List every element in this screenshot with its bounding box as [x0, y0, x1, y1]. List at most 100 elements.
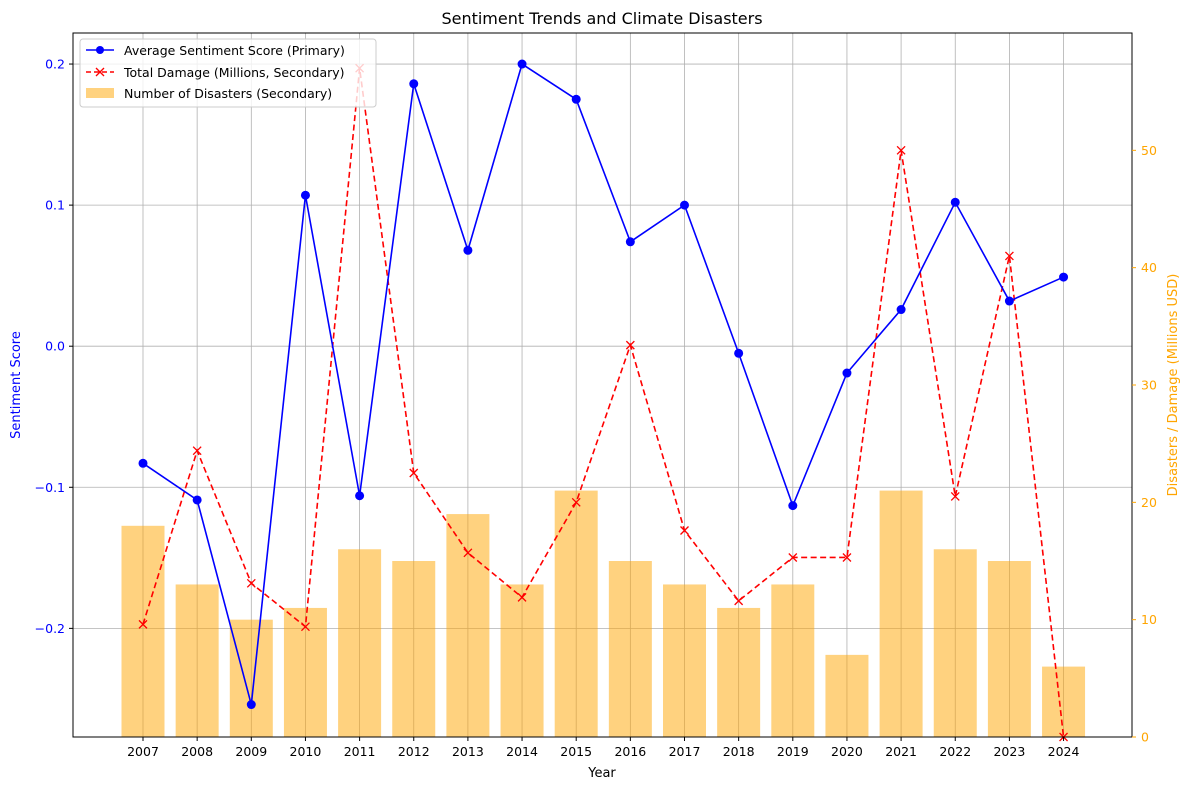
legend: Average Sentiment Score (Primary) Total … [79, 38, 377, 108]
x-tick-label: 2016 [614, 744, 646, 759]
damage-point-stroke [300, 622, 310, 632]
damage-point-stroke [896, 145, 906, 155]
x-tick-label: 2021 [885, 744, 917, 759]
damage-point [625, 340, 635, 350]
sentiment-point [517, 59, 527, 69]
sentiment-series-line [142, 62, 1064, 705]
damage-point-stroke [788, 553, 798, 562]
y2-tick-label: 30 [1141, 378, 1157, 393]
disaster-bars [121, 490, 1086, 737]
x-tick-label: 2012 [398, 744, 430, 759]
disaster-bar [338, 549, 382, 737]
x-tick-label: 2017 [669, 744, 701, 759]
y-tick-label: −0.1 [35, 480, 65, 495]
disaster-bar [121, 525, 165, 737]
x-tick-label: 2023 [993, 744, 1025, 759]
y2-axis-ticks: 0 10 20 30 40 50 [1132, 143, 1157, 745]
damage-point [409, 468, 419, 478]
sentiment-point [1004, 296, 1014, 306]
sentiment-point [138, 458, 148, 468]
sentiment-point [1059, 272, 1069, 282]
legend-sentiment-label: Average Sentiment Score (Primary) [124, 43, 345, 58]
damage-point-stroke [1004, 251, 1014, 261]
sentiment-point [409, 79, 419, 89]
legend-damage-marker [95, 67, 105, 77]
disaster-bar [663, 584, 706, 737]
sentiment-point [734, 348, 744, 358]
x-tick-label: 2013 [452, 744, 484, 759]
y-tick-label: 0.0 [45, 339, 65, 354]
damage-point-stroke [950, 492, 960, 501]
sentiment-point [788, 501, 798, 511]
damage-point-stroke [138, 619, 148, 629]
legend-frame [79, 38, 377, 108]
x-tick-label: 2010 [290, 744, 322, 759]
legend-sentiment-marker [96, 46, 104, 54]
damage-point [571, 497, 581, 507]
damage-point [1004, 251, 1014, 261]
y-tick-label: −0.2 [35, 621, 65, 636]
y-axis-ticks: −0.2 −0.1 0.0 0.1 0.2 [35, 57, 73, 636]
x-tick-label: 2007 [127, 744, 159, 759]
x-tick-label: 2019 [777, 744, 809, 759]
damage-series-line [142, 68, 1065, 738]
disaster-bar [1042, 666, 1086, 737]
x-tick-label: 2020 [831, 744, 863, 759]
disaster-bar [933, 549, 977, 737]
disaster-bar [987, 561, 1031, 737]
disaster-bar [446, 514, 490, 737]
damage-point [463, 548, 473, 558]
disaster-bar [825, 654, 869, 737]
damage-point [680, 526, 689, 535]
damage-point-stroke [463, 548, 473, 558]
chart-title: Sentiment Trends and Climate Disasters [441, 9, 762, 28]
x-tick-label: 2011 [344, 744, 376, 759]
legend-disasters-label: Number of Disasters (Secondary) [124, 86, 332, 101]
disaster-bar [500, 584, 544, 737]
sentiment-point [625, 237, 635, 247]
damage-point [896, 145, 906, 155]
sentiment-point [896, 305, 906, 315]
damage-point-stroke [409, 468, 419, 478]
x-tick-label: 2024 [1048, 744, 1080, 759]
sentiment-point [355, 491, 365, 501]
damage-point [192, 446, 202, 456]
x-tick-label: 2008 [181, 744, 213, 759]
y2-axis-label: Disasters / Damage (Millions USD) [1166, 274, 1181, 497]
sentiment-line [138, 59, 1069, 710]
disaster-bar [879, 490, 923, 737]
disaster-bar [229, 619, 273, 737]
damage-point [246, 578, 256, 588]
sentiment-point [680, 200, 689, 210]
damage-point [788, 553, 798, 562]
damage-point-stroke [842, 553, 852, 562]
disaster-bar [175, 584, 219, 737]
x-tick-label: 2015 [560, 744, 592, 759]
legend-disasters-swatch [86, 88, 114, 98]
damage-point [950, 492, 960, 501]
y-axis-label: Sentiment Score [9, 331, 24, 439]
disaster-bar [608, 561, 652, 737]
damage-point-stroke [246, 578, 256, 588]
disaster-bar [283, 607, 327, 737]
damage-point [517, 592, 527, 602]
x-axis-label: Year [587, 766, 616, 781]
damage-point [734, 596, 744, 606]
sentiment-point [842, 368, 852, 378]
disaster-bar [392, 561, 436, 737]
x-tick-label: 2018 [723, 744, 755, 759]
sentiment-point [192, 495, 202, 505]
damage-point-stroke [517, 592, 527, 602]
damage-point-stroke [192, 446, 202, 456]
damage-point-stroke [734, 596, 744, 606]
x-tick-label: 2022 [939, 744, 971, 759]
x-tick-label: 2014 [506, 744, 538, 759]
damage-point [300, 622, 310, 632]
damage-point-stroke [625, 340, 635, 350]
y2-tick-label: 50 [1141, 143, 1157, 158]
damage-point [138, 619, 148, 629]
disaster-bar [554, 490, 598, 737]
legend-damage-label: Total Damage (Millions, Secondary) [123, 65, 345, 80]
